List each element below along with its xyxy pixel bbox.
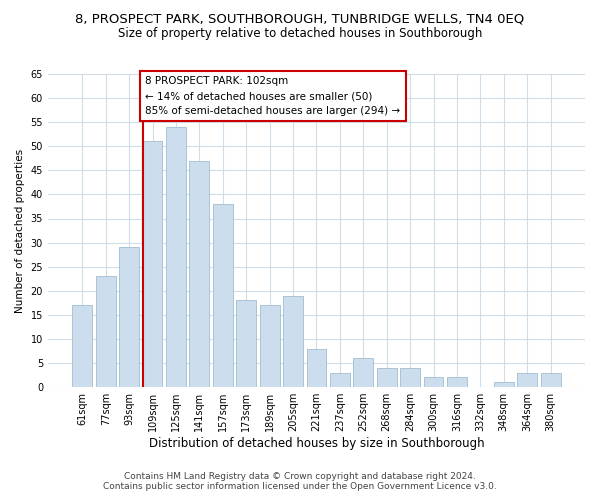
Text: Size of property relative to detached houses in Southborough: Size of property relative to detached ho… [118, 28, 482, 40]
Bar [190, 160, 209, 387]
Bar [73, 305, 92, 387]
Bar [400, 368, 420, 387]
Bar [424, 378, 443, 387]
Bar [517, 372, 537, 387]
Text: 8, PROSPECT PARK, SOUTHBOROUGH, TUNBRIDGE WELLS, TN4 0EQ: 8, PROSPECT PARK, SOUTHBOROUGH, TUNBRIDG… [76, 12, 524, 26]
Bar [377, 368, 397, 387]
Bar [236, 300, 256, 387]
Bar [353, 358, 373, 387]
X-axis label: Distribution of detached houses by size in Southborough: Distribution of detached houses by size … [149, 437, 484, 450]
Y-axis label: Number of detached properties: Number of detached properties [15, 148, 25, 312]
Bar [143, 142, 163, 387]
Text: Contains public sector information licensed under the Open Government Licence v3: Contains public sector information licen… [103, 482, 497, 491]
Bar [119, 248, 139, 387]
Bar [283, 296, 303, 387]
Text: Contains HM Land Registry data © Crown copyright and database right 2024.: Contains HM Land Registry data © Crown c… [124, 472, 476, 481]
Bar [330, 372, 350, 387]
Bar [447, 378, 467, 387]
Bar [260, 305, 280, 387]
Bar [307, 348, 326, 387]
Text: 8 PROSPECT PARK: 102sqm
← 14% of detached houses are smaller (50)
85% of semi-de: 8 PROSPECT PARK: 102sqm ← 14% of detache… [145, 76, 401, 116]
Bar [494, 382, 514, 387]
Bar [96, 276, 116, 387]
Bar [541, 372, 560, 387]
Bar [166, 127, 186, 387]
Bar [213, 204, 233, 387]
